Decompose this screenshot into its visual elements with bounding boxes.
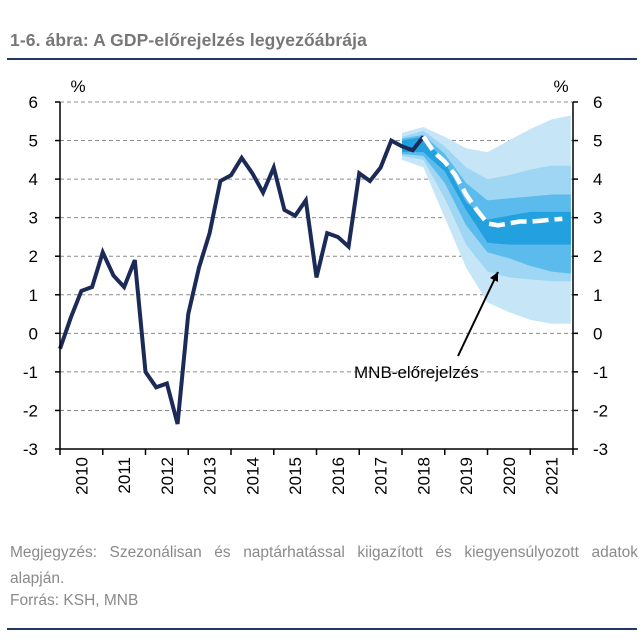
annotation-arrow [457, 271, 499, 357]
annotation-label: MNB-előrejelzés [354, 363, 479, 382]
y-tick-label-right: -1 [593, 363, 608, 382]
y-tick-label-right: 5 [593, 132, 602, 151]
y-tick-label-left: -3 [23, 440, 38, 459]
x-tick-label: 2014 [243, 457, 262, 495]
x-tick-label: 2021 [543, 457, 562, 495]
x-tick-label: 2017 [372, 457, 391, 495]
y-tick-label-left: -1 [23, 363, 38, 382]
annotation-arrowhead [490, 272, 498, 282]
figure-note: Megjegyzés: Szezonálisan és naptárhatáss… [10, 544, 638, 587]
figure-source: Forrás: KSH, MNB [10, 592, 139, 609]
y-tick-label-left: 5 [29, 132, 38, 151]
tick-labels: -3 -3 -2 -2 -1 -1 0 0 1 1 2 2 3 3 4 4 5 5 6 6 2010 2011 2012 20… [23, 93, 608, 495]
y-unit-left: % [70, 77, 85, 96]
y-tick-label-left: -2 [23, 401, 38, 420]
gdp-fan-chart: -3 -3 -2 -2 -1 -1 0 0 1 1 2 2 3 3 4 4 5 5 6 6 2010 2011 2012 20… [23, 77, 608, 495]
y-tick-label-right: 2 [593, 247, 602, 266]
axes [55, 101, 578, 455]
y-tick-label-right: 4 [593, 170, 602, 189]
x-tick-label: 2015 [286, 457, 305, 495]
x-tick-label: 2018 [414, 457, 433, 495]
y-unit-right: % [553, 77, 568, 96]
y-tick-label-right: -2 [593, 401, 608, 420]
y-tick-label-left: 4 [29, 170, 38, 189]
x-tick-label: 2020 [500, 457, 519, 495]
top-rule [7, 58, 637, 60]
y-tick-label-right: 0 [593, 324, 602, 343]
y-tick-label-left: 1 [29, 286, 38, 305]
series-line-actual [58, 135, 425, 425]
series-line-forecast [421, 135, 563, 228]
y-tick-label-left: 6 [29, 93, 38, 112]
x-tick-label: 2011 [115, 457, 134, 494]
x-tick-label: 2013 [201, 457, 220, 495]
fan-bands [402, 115, 571, 324]
figure-title: 1-6. ábra: A GDP-előrejelzés legyezőábrá… [10, 30, 367, 50]
y-tick-label-left: 3 [29, 209, 38, 228]
y-tick-label-right: 6 [593, 93, 602, 112]
bottom-rule [7, 628, 637, 630]
y-tick-label-left: 0 [29, 324, 38, 343]
x-tick-label: 2010 [72, 457, 91, 495]
y-tick-label-right: -3 [593, 440, 608, 459]
series-lines [58, 135, 563, 425]
y-tick-label-right: 3 [593, 209, 602, 228]
x-tick-label: 2012 [158, 457, 177, 495]
x-tick-label: 2016 [329, 457, 348, 495]
x-tick-label: 2019 [457, 457, 476, 495]
y-tick-label-right: 1 [593, 286, 602, 305]
y-tick-label-left: 2 [29, 247, 38, 266]
